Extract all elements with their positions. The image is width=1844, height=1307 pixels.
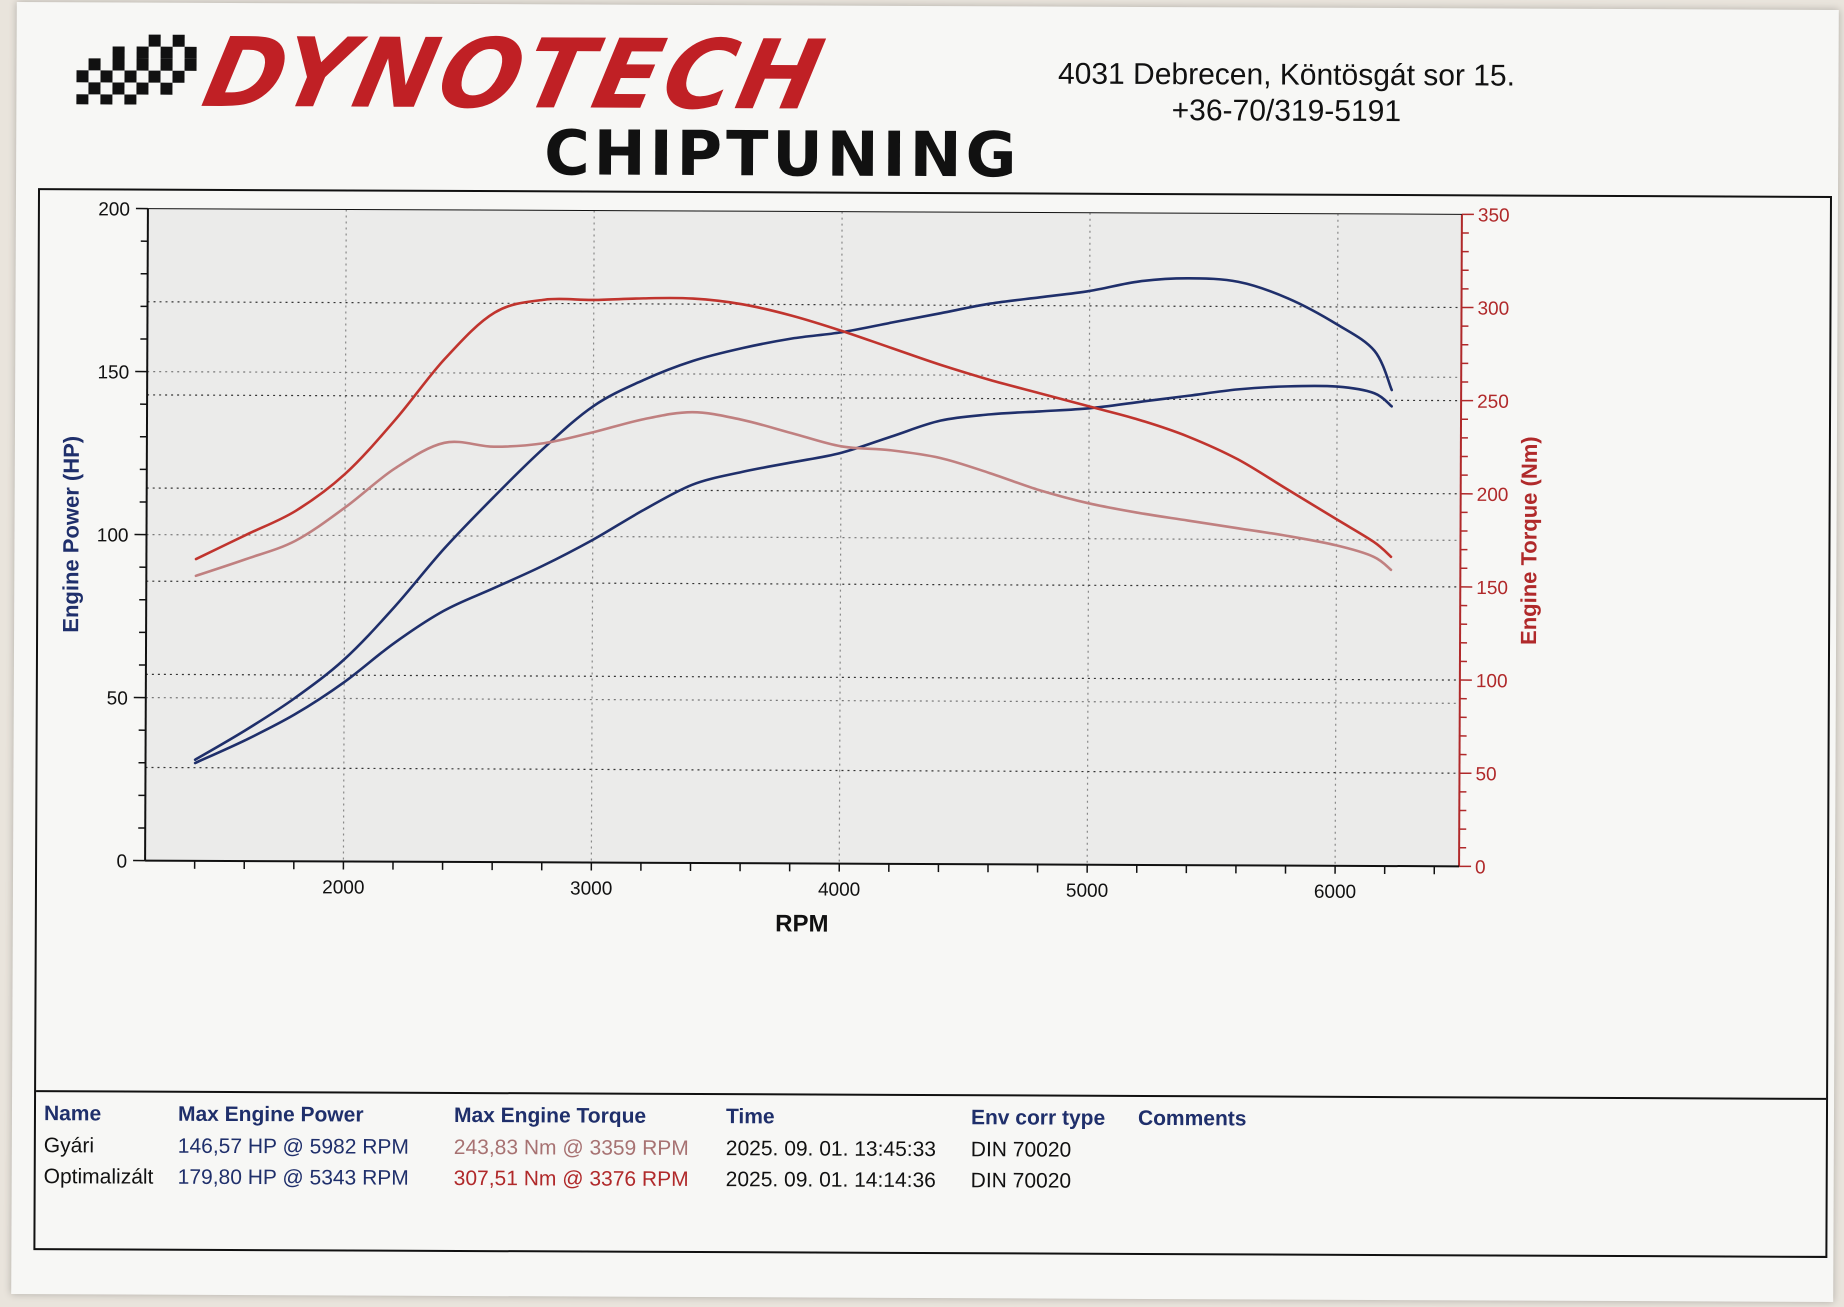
results-table: Name Max Engine Power Max Engine Torque … [35,1090,1827,1255]
row-stock-power: 146,57 HP @ 5982 RPM [177,1134,409,1159]
y-tick-label-right: 0 [1475,857,1486,878]
dyno-sheet: DYNOTECH CHIPTUNING 4031 Debrecen, Köntö… [11,2,1839,1302]
series-line-1 [193,384,1393,765]
y-axis-label-left: Engine Power (HP) [58,436,84,633]
col-header-env: Env corr type [970,1106,1106,1130]
x-gridline [590,210,595,863]
y-tick-label-right: 200 [1477,485,1509,506]
x-gridline [1334,213,1339,866]
y-tick-label-left: 50 [107,688,128,709]
address-line: 4031 Debrecen, Köntösgát sor 15. [1057,57,1516,93]
y-tick-label-left: 100 [97,525,129,546]
series-line-0 [193,277,1394,762]
y-tick-label-left: 150 [97,362,129,383]
row-tuned-env: DIN 70020 [970,1169,1072,1193]
col-header-max-power: Max Engine Power [177,1102,364,1127]
x-tick-label: 2000 [322,877,364,898]
plot-area [145,208,1462,867]
y-tick-label-right: 150 [1476,578,1508,599]
row-tuned-time: 2025. 09. 01. 14:14:36 [725,1168,936,1193]
row-stock-name: Gyári [43,1134,95,1158]
checkered-flag-icon [76,34,197,105]
y-tick-label-left: 200 [98,199,130,220]
logo-subtext: CHIPTUNING [544,116,1021,192]
dyno-chart: 2000 3000 4000 5000 600005010015020005010015… [58,199,1542,937]
series-line-2 [194,296,1393,561]
row-tuned-torque: 307,51 Nm @ 3376 RPM [453,1166,689,1191]
row-tuned-name: Optimalizált [43,1165,154,1189]
y-tick-label-right: 250 [1477,392,1509,413]
col-header-name: Name [43,1102,102,1126]
company-address: 4031 Debrecen, Köntösgát sor 15. +36-70/… [976,56,1596,131]
y-tick-label-right: 50 [1475,764,1496,785]
dyno-report-frame: 2000 3000 4000 5000 6000 0 50 100 150 200 0 50 100 15… [33,188,1832,1258]
series-line-3 [194,410,1393,578]
x-axis-label: RPM [775,910,828,937]
row-stock-time: 2025. 09. 01. 13:45:33 [725,1137,937,1162]
y-tick-label-right: 300 [1477,299,1509,320]
y-tick-label-right: 350 [1478,205,1510,226]
plot-top-border [147,208,1462,215]
x-tick-label: 6000 [1314,882,1356,903]
row-stock-torque: 243,83 Nm @ 3359 RPM [453,1135,689,1160]
phone-line: +36-70/319-5191 [1171,94,1402,129]
y-tick-label-left: 0 [116,851,127,872]
dynotech-logo: DYNOTECH CHIPTUNING [36,10,1021,191]
row-stock-env: DIN 70020 [970,1138,1072,1162]
x-tick-label: 4000 [818,880,860,901]
y-axis-right [1458,214,1463,867]
y-tick-label-right: 100 [1476,671,1508,692]
logo-text: DYNOTECH [194,16,837,132]
col-header-time: Time [725,1105,775,1129]
x-axis [145,859,1460,868]
x-tick-label: 3000 [570,878,612,899]
x-gridline [838,211,843,864]
row-tuned-power: 179,80 HP @ 5343 RPM [177,1165,409,1190]
col-header-comments: Comments [1137,1106,1247,1131]
x-tick-label: 5000 [1066,881,1108,902]
col-header-max-torque: Max Engine Torque [453,1103,647,1128]
y-axis-label-right: Engine Torque (Nm) [1516,436,1542,645]
